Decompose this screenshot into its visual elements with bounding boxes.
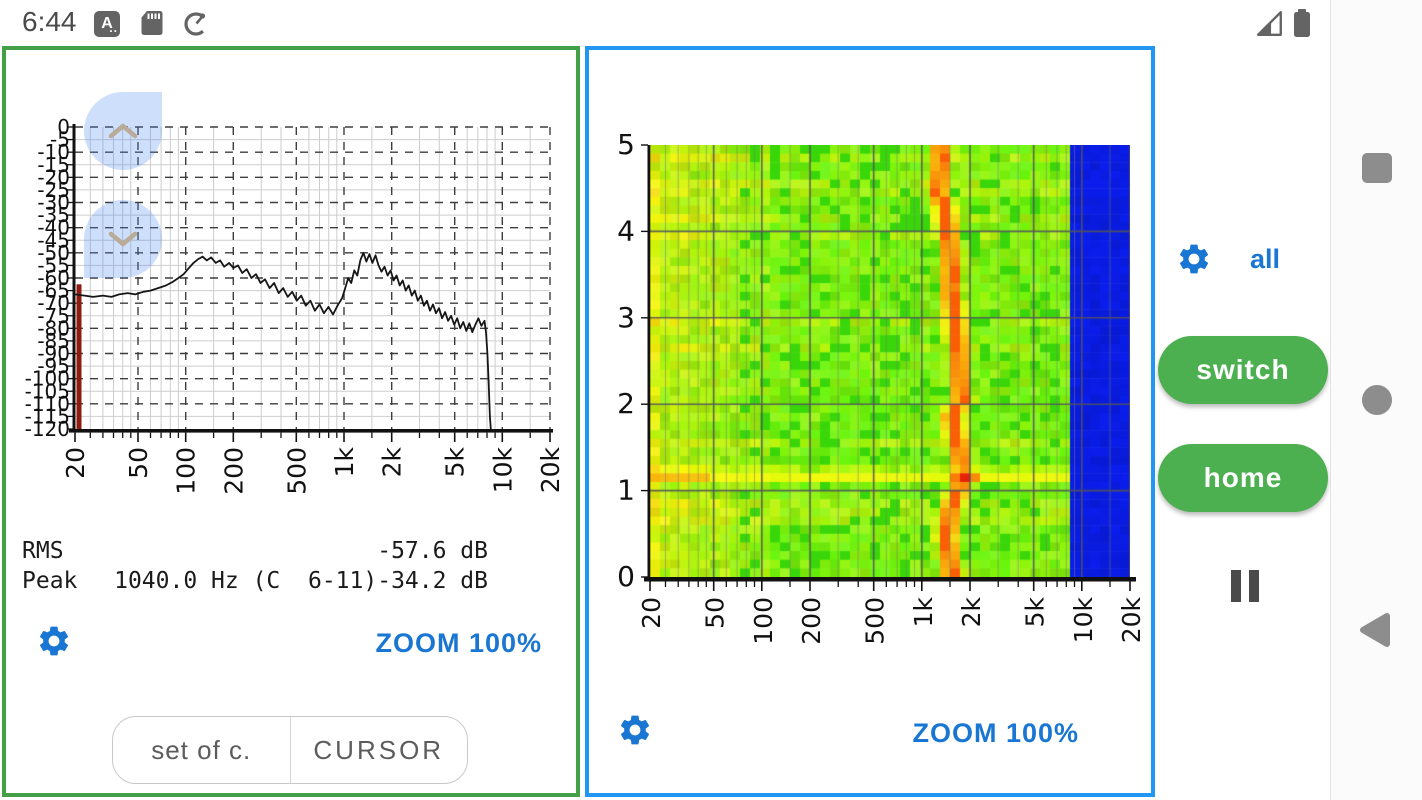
y-tick-label: -15	[37, 153, 70, 177]
cursor-button[interactable]: CURSOR	[289, 717, 468, 783]
x-tick-label: 1k	[909, 596, 938, 627]
time-tick-label: 3	[617, 301, 635, 334]
gear-icon	[1176, 241, 1212, 277]
time-tick-label: 0	[617, 560, 635, 593]
spectrogram-chart[interactable]	[650, 145, 1130, 577]
time-tick-label: 2	[617, 387, 635, 420]
y-tick-label: -70	[37, 291, 70, 315]
x-tick-label: 2k	[378, 446, 407, 477]
status-bar: 6:44 A	[0, 0, 1422, 46]
y-tick-label: -110	[25, 392, 70, 416]
time-tick-label: 1	[617, 474, 635, 507]
spectrum-settings-button[interactable]	[36, 623, 72, 659]
x-tick-label: 20	[61, 447, 90, 479]
rms-label: RMS	[22, 538, 64, 564]
switch-button[interactable]: switch	[1158, 336, 1328, 404]
x-tick-label: 5k	[1021, 596, 1050, 627]
rms-value: -57.6 dB	[377, 538, 488, 564]
x-tick-label: 20k	[1117, 596, 1146, 643]
peak-detail: 1040.0 Hz (C 6-11)	[114, 568, 378, 594]
rms-row: RMS -57.6 dB	[22, 536, 488, 566]
peak-value: -34.2 dB	[377, 568, 488, 594]
spectrogram-zoom-button[interactable]: ZOOM 100%	[912, 718, 1079, 748]
x-tick-label: 50	[701, 597, 730, 629]
chevron-up-icon	[108, 123, 138, 139]
home-button[interactable]: home	[1158, 444, 1328, 512]
android-nav-bar	[1330, 0, 1422, 800]
y-tick-label: -85	[37, 329, 70, 353]
x-tick-label: 20	[637, 597, 666, 629]
y-tick-label: -80	[37, 316, 70, 340]
settings-all-button[interactable]: all	[1176, 241, 1280, 277]
y-tick-label: 0	[57, 115, 70, 139]
y-tick-label: -100	[25, 367, 70, 391]
x-tick-label: 10k	[1069, 596, 1098, 643]
chevron-down-icon	[108, 231, 138, 247]
input-level-bar	[76, 284, 82, 429]
y-tick-label: -105	[25, 379, 70, 403]
x-tick-label: 200	[797, 597, 826, 645]
spectrogram-settings-button[interactable]	[617, 712, 653, 748]
spectrogram-panel: 0 1 2 3 4 5 20 50 100 200 500 1k 2k 5k 10k 20k ZOOM 100…	[585, 46, 1155, 797]
time-tick-label: 4	[617, 214, 635, 247]
all-label: all	[1250, 243, 1281, 274]
spectrum-zoom-button[interactable]: ZOOM 100%	[375, 628, 542, 658]
cursor-button-group: set of c. CURSOR	[112, 716, 468, 784]
x-tick-label: 20k	[536, 446, 565, 493]
x-tick-label: 100	[749, 597, 778, 645]
y-tick-label: -30	[37, 191, 70, 215]
gear-icon	[39, 626, 69, 656]
spectrum-chart[interactable]: 0 -5 -10 -15 -20 -25 -30 -35 -40 -45 -50 -55 -60 -65-…	[6, 50, 576, 550]
time-tick-label: 5	[617, 128, 635, 161]
spectrum-curve	[74, 251, 492, 430]
y-tick-label: -50	[37, 241, 70, 265]
scale-down-button[interactable]	[84, 200, 162, 278]
back-triangle-icon[interactable]	[1358, 612, 1392, 648]
sd-card-icon	[141, 11, 163, 35]
y-tick-label: -35	[37, 203, 70, 227]
y-tick-label: -40	[37, 216, 70, 240]
x-tick-label: 10k	[488, 446, 517, 493]
y-tick-label: -25	[37, 178, 70, 202]
x-tick-label: 5k	[441, 446, 470, 477]
scale-up-button[interactable]	[84, 92, 162, 170]
y-tick-label: -5	[50, 128, 70, 152]
pause-icon[interactable]	[1231, 570, 1259, 602]
y-tick-label: -95	[37, 354, 70, 378]
x-tick-label: 500	[282, 447, 311, 495]
x-tick-label: 200	[219, 447, 248, 495]
y-tick-label: -20	[37, 165, 70, 189]
y-tick-label: -120	[25, 417, 70, 441]
recents-square-icon[interactable]	[1362, 153, 1392, 183]
keyboard-a-icon: A	[94, 11, 120, 41]
x-tick-label: 100	[172, 447, 201, 495]
home-circle-icon[interactable]	[1362, 385, 1392, 415]
y-tick-label: -65	[37, 279, 70, 303]
signal-icon	[1256, 10, 1282, 36]
y-tick-label: -55	[37, 253, 70, 277]
level-readout: RMS -57.6 dB Peak 1040.0 Hz (C 6-11) -34…	[22, 536, 488, 596]
y-tick-label: -75	[37, 304, 70, 328]
x-tick-label: 50	[124, 447, 153, 479]
data-saver-icon	[184, 12, 208, 36]
y-tick-label: -10	[37, 140, 70, 164]
peak-row: Peak 1040.0 Hz (C 6-11) -34.2 dB	[22, 566, 488, 596]
y-tick-label: -45	[37, 228, 70, 252]
x-tick-label: 500	[861, 597, 890, 645]
set-of-cursors-button[interactable]: set of c.	[151, 734, 252, 765]
gear-icon	[620, 715, 650, 745]
spectrum-panel: 0 -5 -10 -15 -20 -25 -30 -35 -40 -45 -50 -55 -60 -65-…	[2, 46, 580, 797]
y-tick-label: -90	[37, 342, 70, 366]
y-tick-label: -115	[25, 404, 70, 428]
peak-label: Peak	[22, 568, 78, 594]
x-tick-label: 1k	[330, 446, 359, 477]
y-tick-label: -60	[37, 266, 70, 290]
battery-icon	[1294, 9, 1310, 37]
clock: 6:44	[22, 6, 77, 37]
x-tick-label: 2k	[957, 596, 986, 627]
